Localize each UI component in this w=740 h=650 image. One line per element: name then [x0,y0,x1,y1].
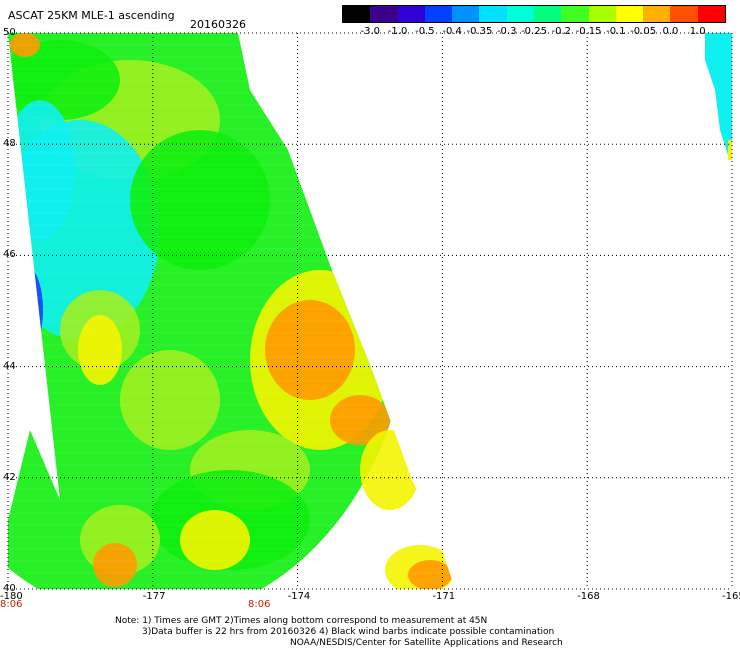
product-date: 20160326 [190,18,246,31]
colorbar-swatch [452,6,480,22]
time-label-left: 8:06 [0,599,23,610]
colorbar-label: -0.1 [606,26,626,37]
note-line-2: 3)Data buffer is 22 hrs from 20160326 4)… [142,627,555,637]
x-tick-label: -177 [142,591,166,602]
colorbar-swatch [643,6,671,22]
colorbar-label: -0.5 [415,26,435,37]
colorbar-label: -0.4 [442,26,462,37]
colorbar-swatch [588,6,616,22]
note-line-1: Note: 1) Times are GMT 2)Times along bot… [115,616,488,626]
colorbar-swatch [397,6,425,22]
y-tick-label: 40 [3,583,16,594]
colorbar-swatch [670,6,698,22]
colorbar-label: -0.3 [496,26,517,37]
colorbar-swatch [370,6,398,22]
y-tick-label: 46 [3,249,16,261]
colorbar [342,5,726,23]
colorbar-swatch [533,6,562,22]
colorbar-swatch [615,6,644,22]
x-tick-label: -171 [432,591,456,602]
x-tick-label: -165 [722,591,740,602]
y-tick-label: 50 [3,27,16,38]
colorbar-swatch [479,6,507,22]
product-title: ASCAT 25KM MLE-1 ascending [8,9,175,22]
colorbar-label: 1.0 [689,26,706,37]
colorbar-label: 0.0 [662,26,679,37]
swath-data [8,33,455,589]
note-line-3: NOAA/NESDIS/Center for Satellite Applica… [290,638,563,648]
y-tick-label: 42 [3,471,16,483]
colorbar-swatch [561,6,589,22]
colorbar-label: -0.05 [630,26,657,37]
time-label-mid: 8:06 [248,599,271,610]
x-tick-label: -174 [287,591,311,602]
colorbar-label: -3.0 [360,26,381,37]
x-tick-label: -180 [0,591,23,602]
colorbar-label: -0.15 [575,26,602,37]
swath-fragment-east [705,33,732,160]
colorbar-label: -0.25 [521,26,547,37]
y-tick-label: 48 [3,138,16,150]
colorbar-swatch [424,6,453,22]
y-tick-label: 44 [3,360,16,372]
colorbar-label: -0.2 [551,26,572,37]
colorbar-swatch [506,6,534,22]
colorbar-label: -1.0 [387,26,408,37]
colorbar-swatch [697,6,725,22]
colorbar-label: -0.35 [466,26,493,37]
x-tick-label: -168 [577,591,600,602]
colorbar-swatch [343,6,371,22]
